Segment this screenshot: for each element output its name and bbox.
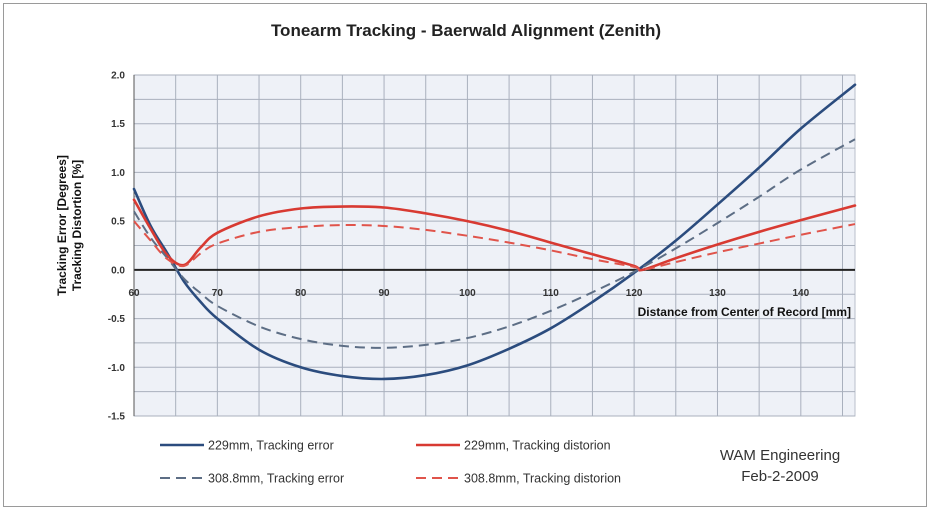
x-tick-label: 140 — [792, 288, 809, 299]
x-tick-label: 110 — [543, 288, 560, 299]
y-axis-title-line2: Tracking Distortion [%] — [70, 160, 84, 291]
x-tick-label: 70 — [212, 288, 224, 299]
y-tick-label: -1.0 — [108, 363, 126, 374]
x-tick-label: 80 — [295, 288, 307, 299]
series-lines — [132, 83, 857, 381]
y-tick-label: 1.0 — [111, 168, 125, 179]
x-tick-label: 130 — [709, 288, 726, 299]
series-line-308-8mm-tracking-error — [133, 138, 856, 349]
chart-frame: Tonearm Tracking - Baerwald Alignment (Z… — [3, 3, 927, 507]
series-line-229mm-tracking-error — [132, 83, 857, 381]
legend-label-308-8mm-tracking-error: 308.8mm, Tracking error — [208, 472, 344, 486]
legend-label-229mm-tracking-error: 229mm, Tracking error — [208, 439, 334, 453]
series-line-229mm-tracking-distorion — [132, 198, 857, 272]
chart-title: Tonearm Tracking - Baerwald Alignment (Z… — [271, 21, 661, 40]
y-tick-label: 1.5 — [111, 119, 125, 130]
legend-label-229mm-tracking-distorion: 229mm, Tracking distorion — [464, 439, 611, 453]
tick-labels: 60 70 80 90 100 110 120 130 140 -1.5 -1.0 -0.5 0.0 0.… — [108, 71, 810, 423]
x-tick-label: 90 — [378, 288, 390, 299]
grid — [134, 74, 855, 417]
legend: 229mm, Tracking error 229mm, Tracking dis… — [160, 439, 621, 486]
annotation-date: Feb-2-2009 — [741, 468, 819, 485]
annotation-company: WAM Engineering — [720, 447, 840, 464]
chart-svg: Tonearm Tracking - Baerwald Alignment (Z… — [55, 21, 857, 486]
legend-label-308-8mm-tracking-distorion: 308.8mm, Tracking distorion — [464, 472, 621, 486]
x-axis-title: Distance from Center of Record [mm] — [638, 305, 851, 319]
x-tick-label: 120 — [626, 288, 643, 299]
series-line-308-8mm-tracking-distorion — [133, 220, 856, 272]
y-tick-label: -0.5 — [108, 314, 126, 325]
y-tick-label: 0.5 — [111, 217, 125, 228]
y-tick-label: 0.0 — [111, 265, 125, 276]
axes — [133, 75, 855, 416]
y-axis-title-line1: Tracking Error [Degrees] — [55, 155, 69, 296]
y-tick-label: -1.5 — [108, 412, 126, 423]
x-tick-label: 60 — [128, 288, 140, 299]
x-tick-label: 100 — [459, 288, 476, 299]
y-tick-label: 2.0 — [111, 71, 125, 82]
